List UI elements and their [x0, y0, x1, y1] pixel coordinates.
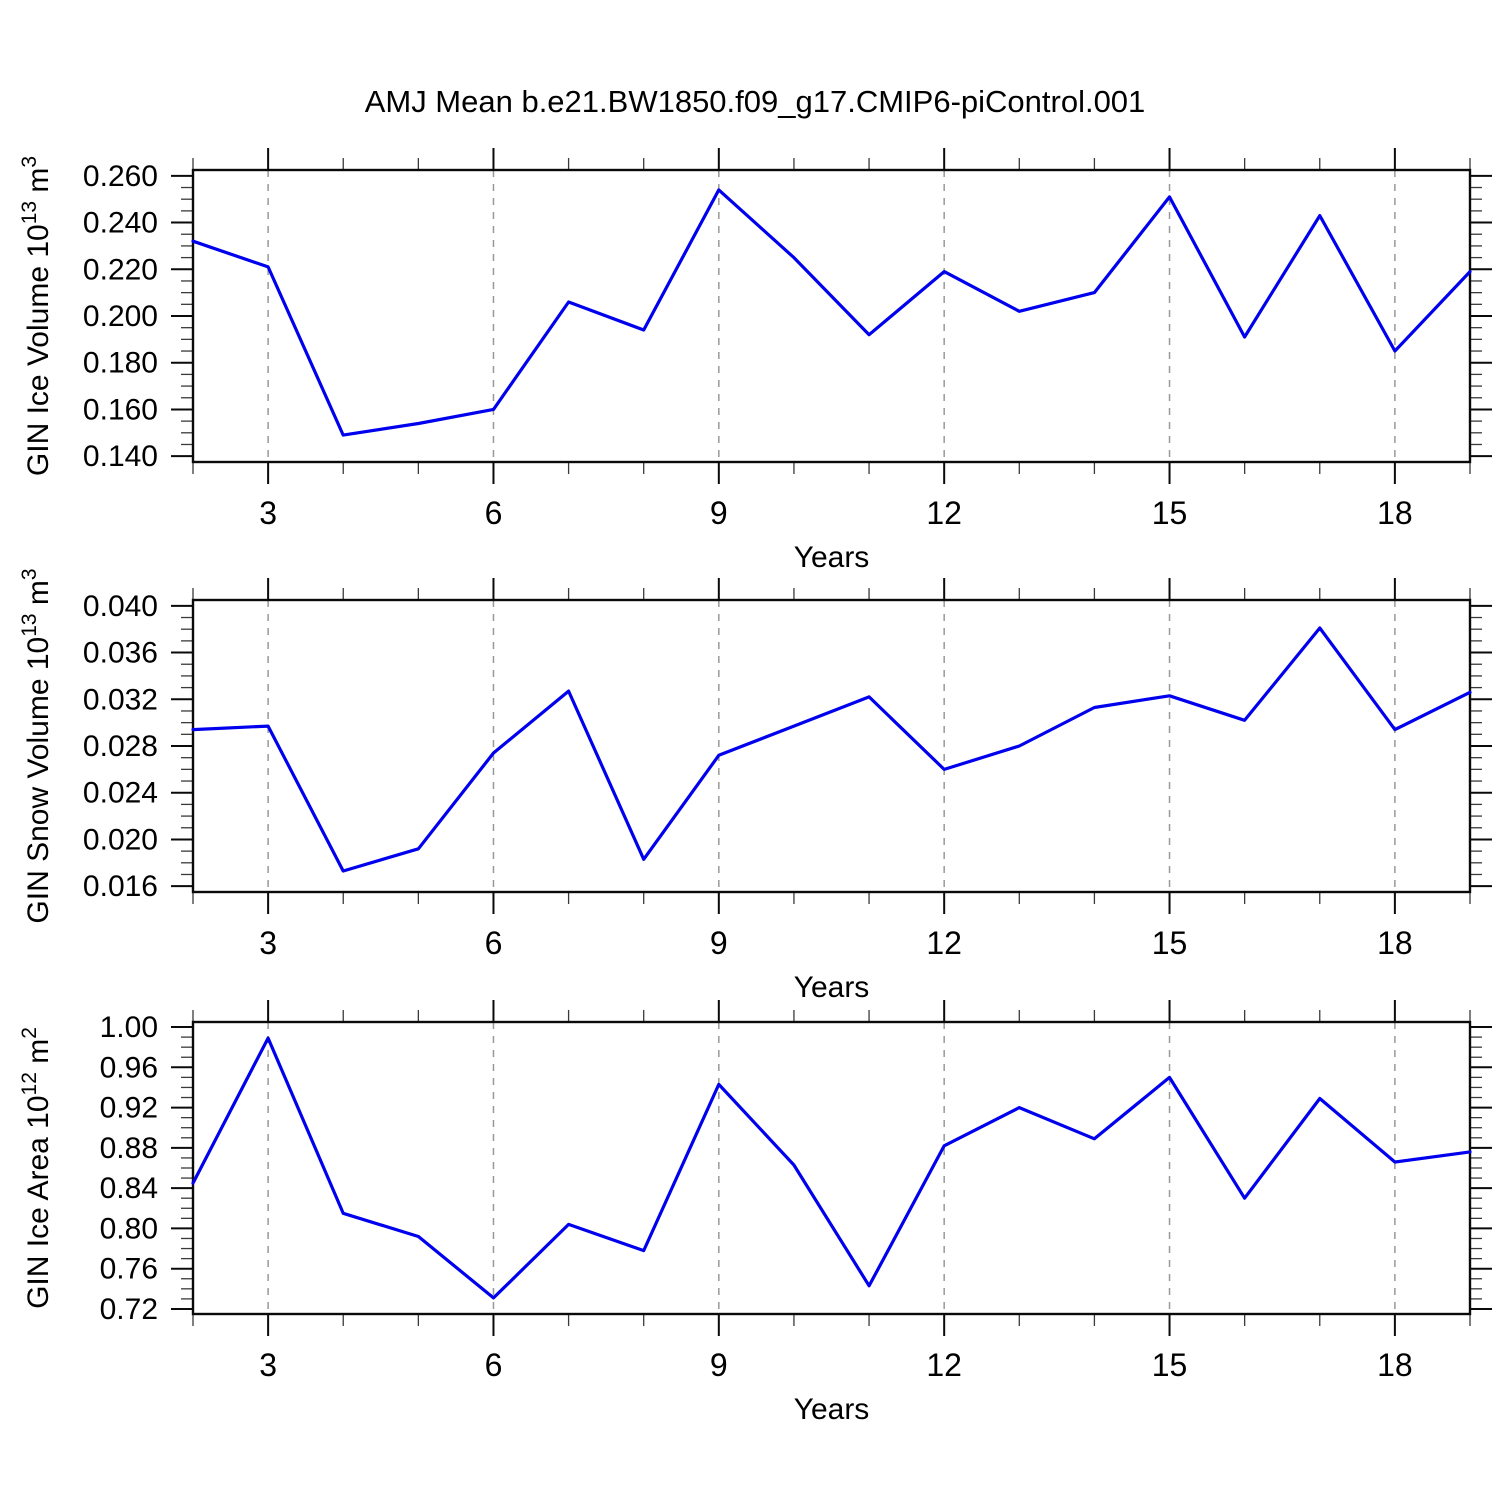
charts-group: 3 6 9 12 15 18 0.140 0.160 0.180 0.200 0.220 0.240 0… [18, 148, 1492, 1426]
y-tick-label: 0.240 [83, 207, 158, 240]
x-axis-label: Years [794, 541, 870, 574]
gin-snow-volume-data-line [191, 626, 1472, 873]
plot-frame [191, 598, 1472, 894]
y-tick-label: 0.180 [83, 347, 158, 380]
y-tick-label: 0.040 [83, 590, 158, 623]
x-tick-label: 3 [259, 925, 277, 961]
x-tick-label: 12 [926, 495, 962, 531]
x-tick-label: 9 [710, 925, 728, 961]
x-axis-label: Years [794, 1393, 870, 1426]
y-tick-label: 0.72 [100, 1293, 158, 1326]
x-tick-label: 3 [259, 1347, 277, 1383]
gin-ice-volume-panel: 3 6 9 12 15 18 0.140 0.160 0.180 0.200 0.220 0.240 0… [18, 148, 1492, 574]
x-tick-label: 6 [485, 925, 503, 961]
x-tick-label: 18 [1377, 925, 1413, 961]
y-tick-label: 0.028 [83, 730, 158, 763]
x-tick-label: 15 [1152, 1347, 1188, 1383]
y-tick-label: 0.036 [83, 637, 158, 670]
plot-frame [191, 168, 1472, 464]
y-tick-label: 0.80 [100, 1212, 158, 1245]
x-axis-label: Years [794, 971, 870, 1004]
y-tick-label: 0.260 [83, 160, 158, 193]
y-tick-label: 0.016 [83, 870, 158, 903]
y-tick-label: 0.024 [83, 777, 158, 810]
y-tick-label: 0.160 [83, 393, 158, 426]
y-tick-label: 0.96 [100, 1051, 158, 1084]
x-tick-label: 6 [485, 495, 503, 531]
figure-title: AMJ Mean b.e21.BW1850.f09_g17.CMIP6-piCo… [365, 84, 1146, 119]
y-tick-label: 0.92 [100, 1092, 158, 1125]
x-tick-label: 9 [710, 1347, 728, 1383]
y-tick-label: 0.76 [100, 1253, 158, 1286]
y-tick-label: 0.84 [100, 1172, 158, 1205]
x-tick-label: 15 [1152, 925, 1188, 961]
y-tick-label: 0.020 [83, 823, 158, 856]
gin-snow-volume-panel: 3 6 9 12 15 18 0.016 0.020 0.024 0.028 0.032 0.036 0… [18, 568, 1492, 1004]
plot-frame [191, 1020, 1472, 1316]
x-tick-label: 15 [1152, 495, 1188, 531]
x-tick-label: 6 [485, 1347, 503, 1383]
y-axis-label: GIN Ice Volume 1013 m3 [18, 156, 55, 476]
x-tick-label: 12 [926, 1347, 962, 1383]
x-tick-label: 3 [259, 495, 277, 531]
y-tick-label: 0.200 [83, 300, 158, 333]
x-tick-label: 9 [710, 495, 728, 531]
gin-ice-area-panel: 3 6 9 12 15 18 0.72 0.76 0.80 0.84 0.88 0.92 0.96 1.0… [18, 1000, 1492, 1426]
y-tick-label: 1.00 [100, 1011, 158, 1044]
x-tick-label: 18 [1377, 495, 1413, 531]
y-tick-label: 0.140 [83, 440, 158, 473]
y-axis-label: GIN Snow Volume 1013 m3 [18, 568, 55, 923]
x-tick-label: 18 [1377, 1347, 1413, 1383]
y-tick-label: 0.220 [83, 253, 158, 286]
y-tick-label: 0.032 [83, 683, 158, 716]
gin-ice-area-data-line [191, 1036, 1472, 1300]
y-tick-label: 0.88 [100, 1132, 158, 1165]
x-tick-label: 12 [926, 925, 962, 961]
gin-ice-volume-data-line [191, 188, 1472, 437]
y-axis-label: GIN Ice Area 1012 m2 [18, 1027, 55, 1309]
